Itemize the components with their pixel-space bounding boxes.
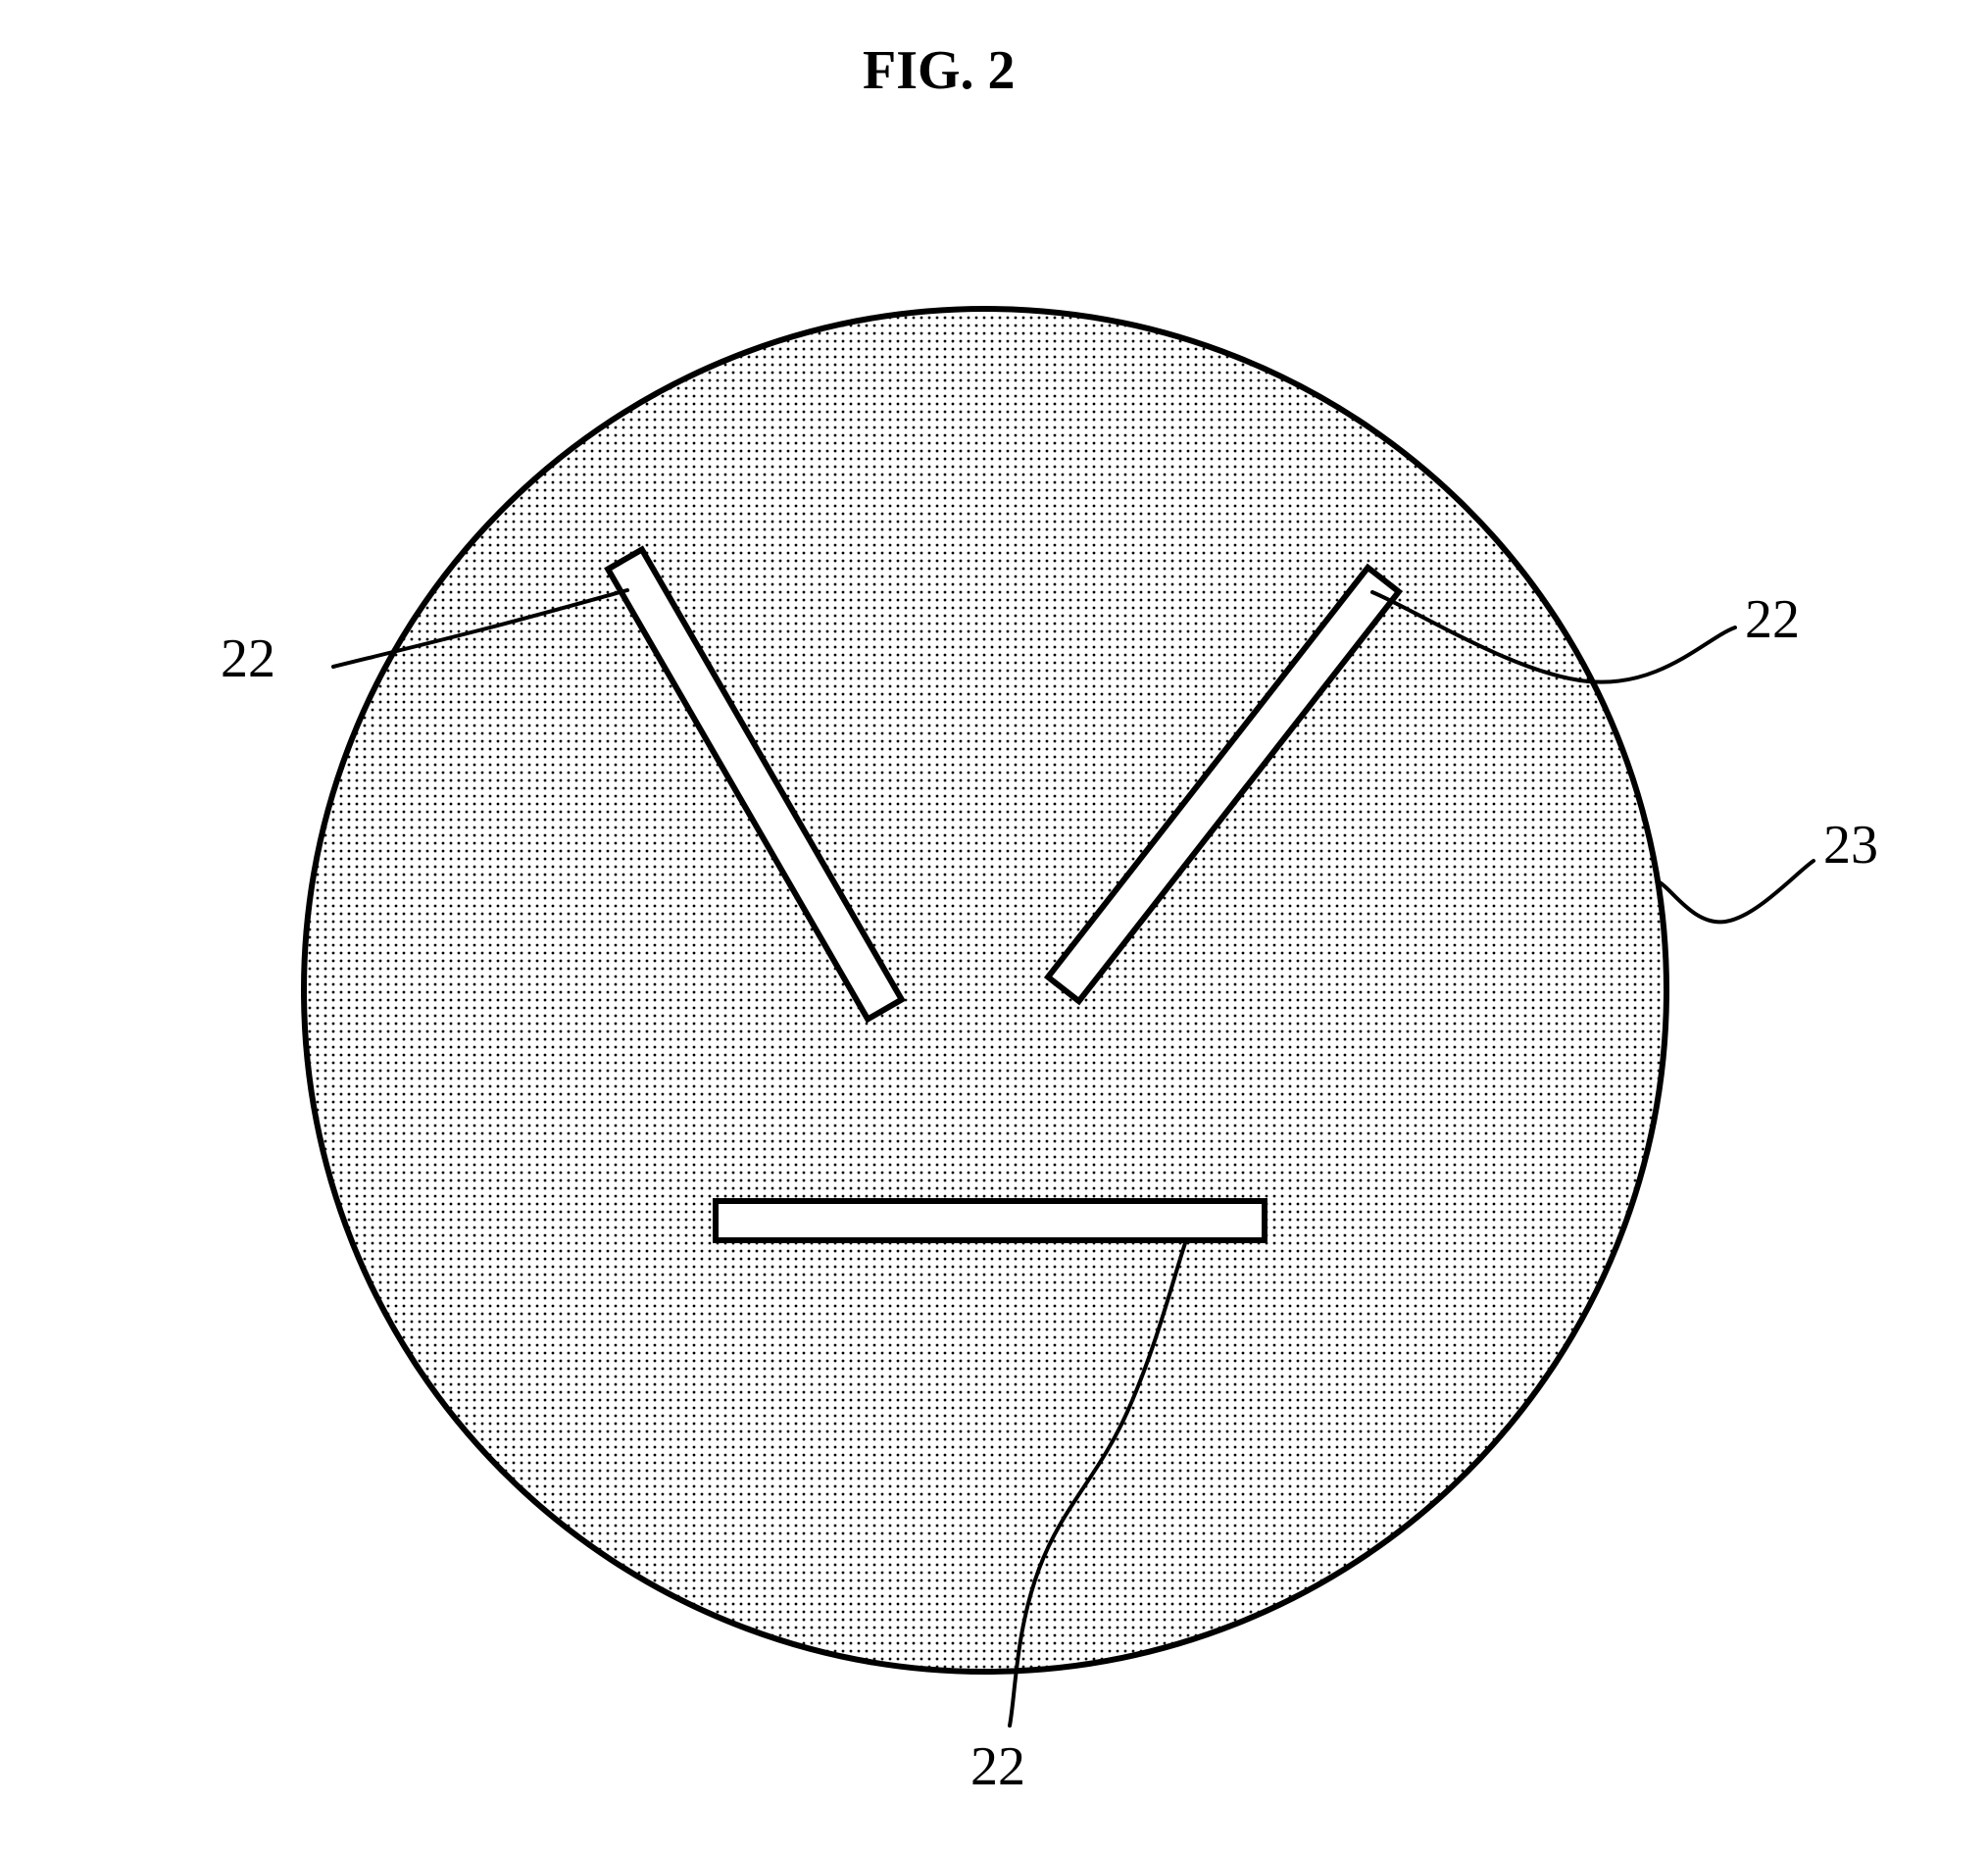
figure-stage: FIG. 2 22 22 23 22 — [0, 0, 1988, 1855]
slot-bottom — [716, 1201, 1265, 1240]
disc-23 — [304, 309, 1666, 1672]
label-22-bottom: 22 — [970, 1735, 1025, 1798]
label-23: 23 — [1823, 814, 1878, 877]
figure-title: FIG. 2 — [863, 39, 1016, 102]
label-23-leader — [1660, 861, 1814, 922]
label-22-left: 22 — [221, 627, 275, 690]
diagram-svg — [0, 0, 1988, 1855]
label-22-right: 22 — [1745, 588, 1800, 651]
